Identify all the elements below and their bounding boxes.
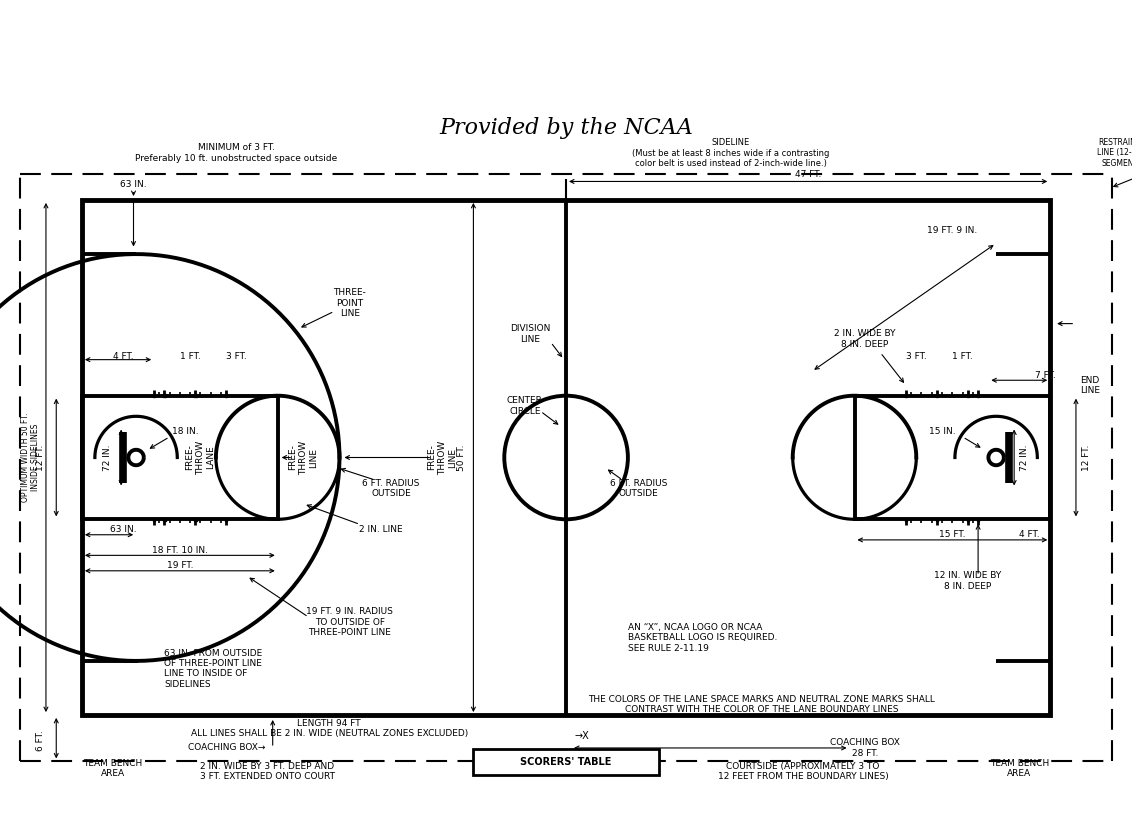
Text: COACHING BOX→: COACHING BOX→ (188, 743, 265, 752)
Text: 4 FT.: 4 FT. (1019, 530, 1040, 539)
Text: 72 IN.: 72 IN. (1020, 444, 1029, 471)
Bar (904, 395, 907, 397)
Text: 6 FT. RADIUS
OUTSIDE: 6 FT. RADIUS OUTSIDE (609, 478, 667, 498)
Text: 63 IN. FROM OUTSIDE
OF THREE-POINT LINE
LINE TO INSIDE OF
SIDELINES: 63 IN. FROM OUTSIDE OF THREE-POINT LINE … (164, 649, 263, 689)
Text: 63 IN.: 63 IN. (110, 525, 137, 534)
Text: LENGTH 94 FT
ALL LINES SHALL BE 2 IN. WIDE (NEUTRAL ZONES EXCLUDED): LENGTH 94 FT ALL LINES SHALL BE 2 IN. WI… (190, 718, 468, 738)
Bar (194, 518, 197, 520)
Bar (936, 518, 938, 520)
Text: Provided by the NCAA: Provided by the NCAA (439, 117, 693, 139)
Text: 1 FT.: 1 FT. (952, 352, 974, 361)
Text: 1 FT.: 1 FT. (180, 352, 200, 361)
Text: END
LINE: END LINE (1080, 376, 1100, 395)
Text: MINIMUM of 3 FT.
Preferably 10 ft. unobstructed space outside: MINIMUM of 3 FT. Preferably 10 ft. unobs… (136, 143, 337, 163)
Bar (904, 518, 907, 520)
Text: →X: →X (574, 731, 589, 741)
Bar (967, 518, 969, 520)
Text: COACHING BOX
28 FT.: COACHING BOX 28 FT. (830, 738, 900, 758)
Text: 19 FT. 9 IN.: 19 FT. 9 IN. (927, 226, 977, 235)
Text: SIDELINE
(Must be at least 8 inches wide if a contrasting
color belt is used ins: SIDELINE (Must be at least 8 inches wide… (632, 138, 830, 168)
Text: 4 FT.: 4 FT. (113, 352, 134, 361)
Text: 18 IN.: 18 IN. (172, 427, 198, 436)
Text: FREE-
THROW
LANE: FREE- THROW LANE (186, 441, 215, 474)
Text: 3 FT.: 3 FT. (226, 352, 247, 361)
Text: 12 FT.: 12 FT. (1082, 445, 1091, 471)
Text: OPTIMUM WIDTH 50 FT.
INSIDE SIDELINES: OPTIMUM WIDTH 50 FT. INSIDE SIDELINES (20, 413, 41, 502)
Bar (82, 200, 1050, 715)
Text: RESTRAINING
LINE (12-INCH
SEGMENTS): RESTRAINING LINE (12-INCH SEGMENTS) (1097, 138, 1132, 168)
Bar (82, 395, 277, 520)
Text: 7 FT.: 7 FT. (1035, 371, 1055, 380)
Text: DIVISION
LINE: DIVISION LINE (509, 324, 550, 344)
Bar (194, 395, 197, 397)
Bar (855, 395, 1050, 520)
Text: THE COLORS OF THE LANE SPACE MARKS AND NEUTRAL ZONE MARKS SHALL
CONTRAST WITH TH: THE COLORS OF THE LANE SPACE MARKS AND N… (589, 695, 935, 714)
Text: 72 IN.: 72 IN. (103, 444, 112, 471)
Text: COURTSIDE (APPROXIMATELY 3 TO
12 FEET FROM THE BOUNDARY LINES): COURTSIDE (APPROXIMATELY 3 TO 12 FEET FR… (718, 762, 889, 782)
Text: AN “X”, NCAA LOGO OR NCAA
BASKETBALL LOGO IS REQUIRED.
SEE RULE 2-11.19: AN “X”, NCAA LOGO OR NCAA BASKETBALL LOG… (628, 623, 778, 653)
Text: 2 IN. LINE: 2 IN. LINE (359, 525, 403, 534)
Text: 18 FT. 10 IN.: 18 FT. 10 IN. (152, 546, 208, 555)
Text: 3 FT.: 3 FT. (906, 352, 927, 361)
Text: 47 FT.: 47 FT. (795, 170, 822, 178)
Text: 19 FT. 9 IN. RADIUS
TO OUTSIDE OF
THREE-POINT LINE: 19 FT. 9 IN. RADIUS TO OUTSIDE OF THREE-… (307, 607, 393, 637)
Text: SCORERS' TABLE: SCORERS' TABLE (521, 757, 611, 767)
Bar (967, 395, 969, 397)
Bar (977, 395, 979, 397)
Text: 19 FT.: 19 FT. (166, 561, 194, 570)
Bar (163, 518, 165, 520)
Text: 15 IN.: 15 IN. (928, 427, 955, 436)
Text: 15 FT.: 15 FT. (940, 530, 966, 539)
Bar (225, 395, 228, 397)
Text: 6 FT. RADIUS
OUTSIDE: 6 FT. RADIUS OUTSIDE (362, 478, 420, 498)
Text: THREE-
POINT
LINE: THREE- POINT LINE (333, 288, 367, 318)
Text: 63 IN.: 63 IN. (120, 180, 147, 189)
Bar (225, 518, 228, 520)
Text: 2 IN. WIDE BY 3 FT. DEEP AND
3 FT. EXTENDED ONTO COURT: 2 IN. WIDE BY 3 FT. DEEP AND 3 FT. EXTEN… (200, 762, 335, 782)
Text: TEAM BENCH
AREA: TEAM BENCH AREA (989, 759, 1049, 778)
Text: 2 IN. WIDE BY
8 IN. DEEP: 2 IN. WIDE BY 8 IN. DEEP (834, 330, 895, 349)
Text: 50 FT.: 50 FT. (457, 444, 466, 471)
Text: 12 IN. WIDE BY
8 IN. DEEP: 12 IN. WIDE BY 8 IN. DEEP (934, 571, 1002, 591)
Text: FREE-
THROW
LINE: FREE- THROW LINE (289, 441, 318, 474)
Text: CENTER
CIRCLE: CENTER CIRCLE (507, 396, 543, 416)
Text: 6 FT.: 6 FT. (36, 731, 45, 751)
Bar (153, 518, 155, 520)
Bar (163, 395, 165, 397)
Text: 12 FT.: 12 FT. (36, 445, 45, 471)
Bar (153, 395, 155, 397)
Bar (473, 749, 659, 775)
Bar (977, 518, 979, 520)
Text: FREE-
THROW
LINE: FREE- THROW LINE (428, 441, 457, 474)
Text: TEAM BENCH
AREA: TEAM BENCH AREA (84, 759, 143, 778)
Bar (936, 395, 938, 397)
